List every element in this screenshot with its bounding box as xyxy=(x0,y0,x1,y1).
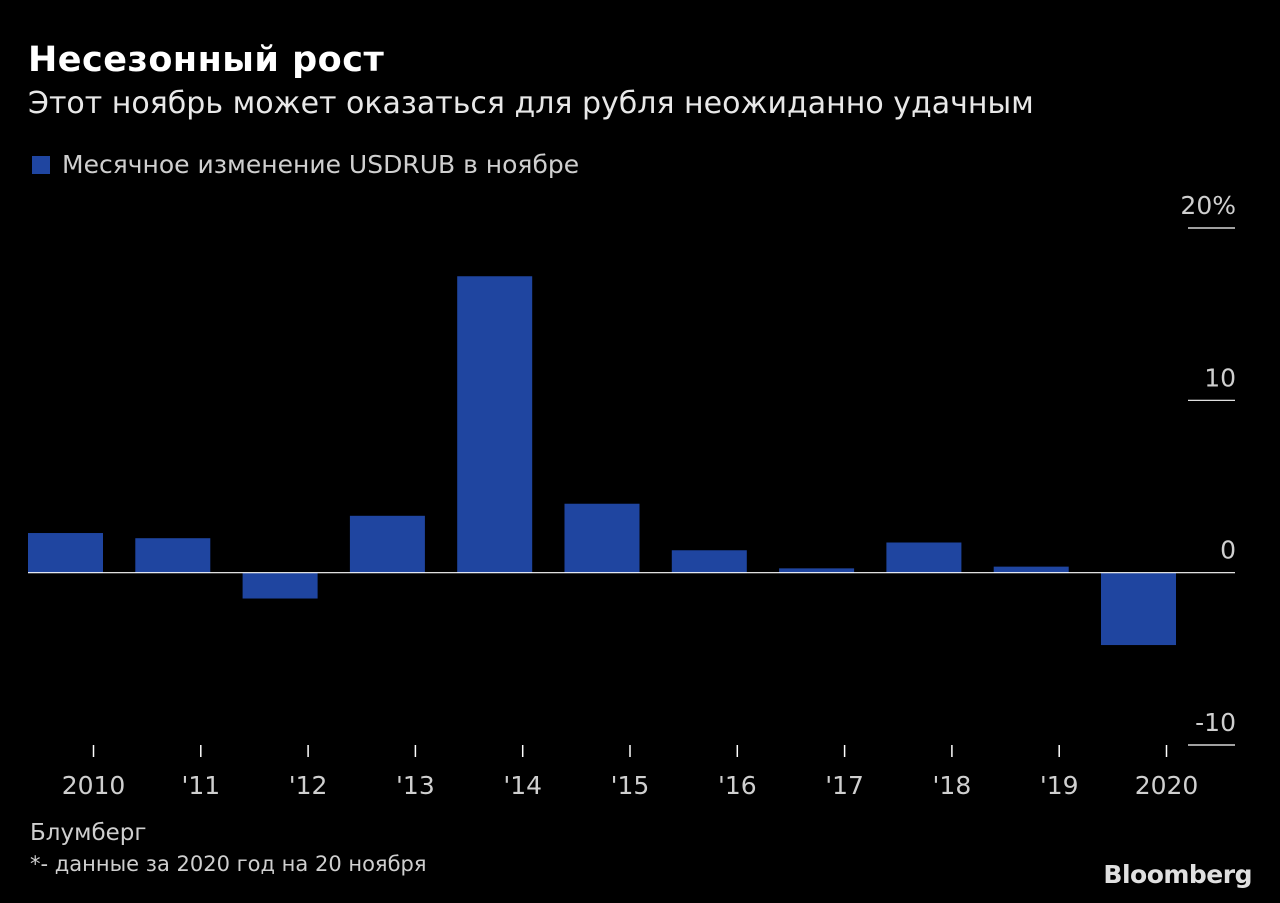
x-tick-label: 2020 xyxy=(1135,771,1199,800)
source-label: Блумберг xyxy=(30,820,147,846)
x-tick-label: '12 xyxy=(289,771,328,800)
chart-title: Несезонный рост xyxy=(28,40,385,80)
bar-19 xyxy=(993,566,1069,573)
legend-swatch xyxy=(32,155,50,174)
legend-label: Месячное изменение USDRUB в ноябре xyxy=(62,150,580,179)
chart-subtitle: Этот ноябрь может оказаться для рубля не… xyxy=(28,86,1034,121)
y-tick-label: 10 xyxy=(1204,363,1236,392)
bar-2010 xyxy=(28,533,103,573)
y-tick-label: -10 xyxy=(1195,708,1236,737)
x-tick-label: '15 xyxy=(611,771,650,800)
bar-13 xyxy=(349,515,425,573)
bloomberg-logo: Bloomberg xyxy=(1103,860,1252,889)
legend: Месячное изменение USDRUB в ноябре xyxy=(32,150,579,179)
bar-17 xyxy=(779,568,855,573)
x-tick-label: '17 xyxy=(825,771,864,800)
bar-15 xyxy=(564,503,640,573)
x-tick-label: '13 xyxy=(396,771,435,800)
y-tick-label: 20% xyxy=(1180,191,1236,220)
x-tick-label: '18 xyxy=(933,771,972,800)
footnote: *- данные за 2020 год на 20 ноября xyxy=(30,852,427,876)
bar-12 xyxy=(242,572,318,599)
x-tick-label: '11 xyxy=(181,771,220,800)
bar-14 xyxy=(457,276,533,573)
bar-18 xyxy=(886,542,962,573)
x-tick-label: '16 xyxy=(718,771,757,800)
bar-2020 xyxy=(1101,572,1176,646)
bar-11 xyxy=(135,538,211,573)
x-tick-label: '19 xyxy=(1040,771,1079,800)
x-tick-label: 2010 xyxy=(62,771,126,800)
y-tick-label: 0 xyxy=(1220,536,1236,565)
bar-16 xyxy=(671,550,747,573)
x-tick-label: '14 xyxy=(503,771,542,800)
